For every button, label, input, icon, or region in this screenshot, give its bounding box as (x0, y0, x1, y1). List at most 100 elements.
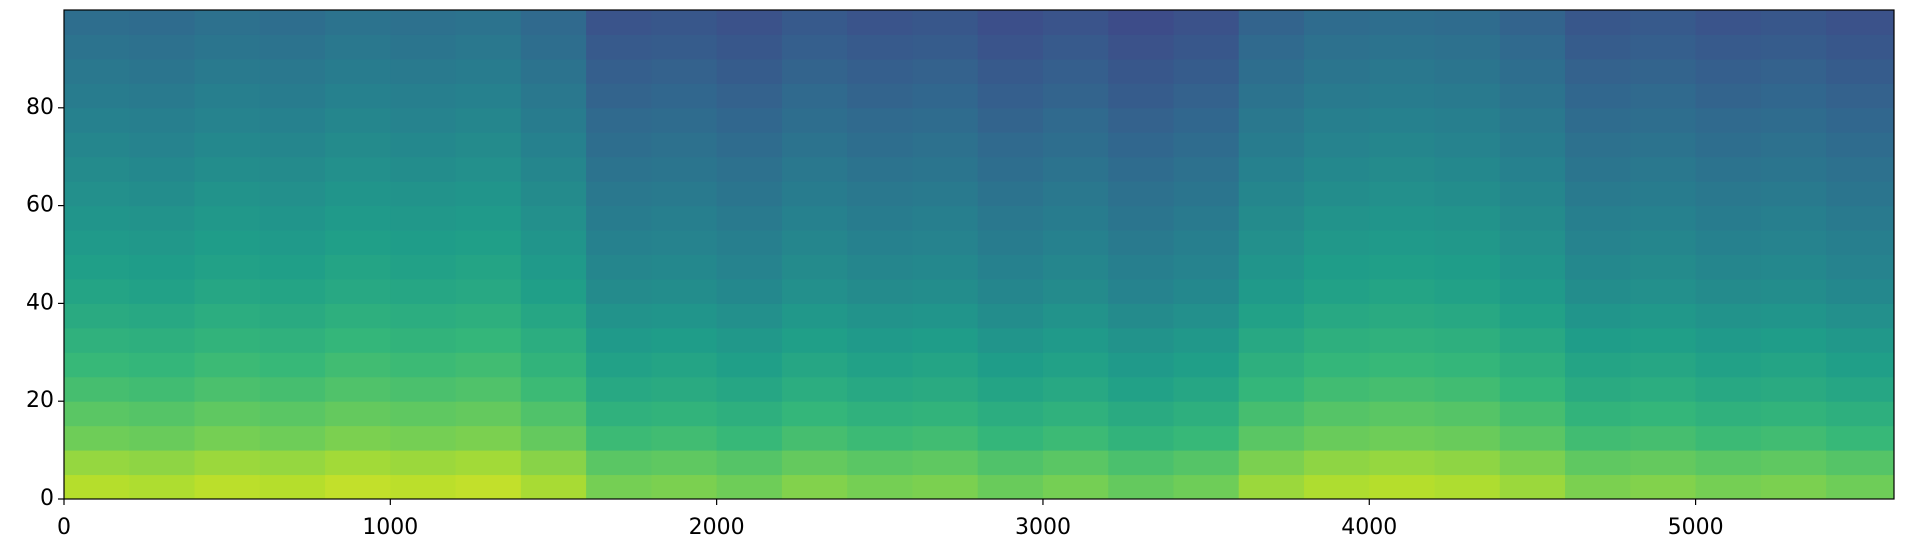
heatmap-cell (1695, 58, 1762, 84)
heatmap-cell (1173, 181, 1240, 207)
heatmap-cell (1238, 10, 1305, 35)
heatmap-cell (520, 474, 587, 500)
heatmap-cell (1042, 254, 1109, 280)
heatmap-cell (390, 132, 457, 158)
heatmap-cell (651, 230, 718, 255)
heatmap-cell (1760, 156, 1827, 182)
heatmap-cell (390, 83, 457, 109)
heatmap-cell (716, 425, 783, 451)
heatmap-cell (1238, 425, 1305, 451)
heatmap-cell (847, 230, 913, 255)
heatmap-cell (1369, 327, 1436, 353)
heatmap-cell (1499, 230, 1566, 255)
heatmap-cell (129, 83, 196, 109)
heatmap-cell (781, 401, 848, 427)
heatmap-cell (847, 10, 913, 35)
heatmap-cell (325, 230, 391, 255)
heatmap-cell (1695, 278, 1762, 304)
heatmap-cell (1499, 303, 1566, 329)
heatmap-cell (1630, 10, 1697, 35)
heatmap-cell (259, 34, 326, 60)
heatmap-cell (259, 327, 326, 353)
y-tick-label: 80 (26, 95, 54, 120)
heatmap-cell (781, 303, 848, 329)
heatmap-cell (1760, 401, 1827, 427)
heatmap-cell (1826, 156, 1895, 182)
heatmap-cell (716, 278, 783, 304)
heatmap-cell (847, 474, 913, 500)
heatmap-cell (977, 327, 1044, 353)
heatmap-cell (1042, 107, 1109, 133)
heatmap-cell (586, 352, 652, 378)
heatmap-cell (1630, 425, 1697, 451)
heatmap-cell (64, 401, 130, 427)
heatmap-cell (129, 278, 196, 304)
heatmap-cell (1173, 58, 1240, 84)
heatmap-cell (1434, 352, 1501, 378)
heatmap-cell (1760, 254, 1827, 280)
heatmap-cell (1304, 58, 1370, 84)
heatmap-cell (586, 230, 652, 255)
heatmap-cell (1760, 132, 1827, 158)
heatmap-cell (781, 230, 848, 255)
heatmap-cell (586, 205, 652, 231)
heatmap-cell (781, 327, 848, 353)
heatmap-cell (977, 58, 1044, 84)
heatmap-cell (1434, 132, 1501, 158)
heatmap-cell (1434, 181, 1501, 207)
heatmap-cell (259, 401, 326, 427)
heatmap-cell (64, 352, 130, 378)
heatmap-cell (586, 254, 652, 280)
heatmap-cell (520, 58, 587, 84)
heatmap-cell (1173, 107, 1240, 133)
heatmap-cell (520, 205, 587, 231)
heatmap-cell (520, 181, 587, 207)
heatmap-cell (455, 376, 522, 402)
heatmap-cell (1108, 230, 1174, 255)
heatmap-cell (1695, 303, 1762, 329)
heatmap-cell (912, 107, 979, 133)
heatmap-cell (1238, 278, 1305, 304)
heatmap-cell (1565, 34, 1631, 60)
heatmap-cell (1434, 83, 1501, 109)
heatmap-cell (325, 278, 391, 304)
heatmap-cell (847, 450, 913, 476)
heatmap-cell (1499, 58, 1566, 84)
heatmap-cell (781, 107, 848, 133)
heatmap-cell (586, 303, 652, 329)
heatmap-cell (194, 83, 261, 109)
heatmap-cell (716, 327, 783, 353)
heatmap-cell (325, 58, 391, 84)
heatmap-cell (781, 181, 848, 207)
heatmap-cell (1630, 58, 1697, 84)
heatmap-cell (651, 156, 718, 182)
heatmap-cell (325, 327, 391, 353)
heatmap-cell (455, 107, 522, 133)
heatmap-cell (586, 450, 652, 476)
heatmap-cell (1826, 205, 1895, 231)
heatmap-cell (1238, 376, 1305, 402)
heatmap-cell (64, 376, 130, 402)
heatmap-cell (1304, 401, 1370, 427)
heatmap-cell (194, 401, 261, 427)
heatmap-cell (129, 303, 196, 329)
heatmap-cell (1695, 327, 1762, 353)
heatmap-cell (1434, 107, 1501, 133)
heatmap-cell (1760, 107, 1827, 133)
heatmap-cell (977, 376, 1044, 402)
heatmap-cell (1565, 107, 1631, 133)
heatmap-cell (259, 132, 326, 158)
heatmap-cell (1369, 254, 1436, 280)
heatmap-cell (977, 425, 1044, 451)
y-tick-label: 40 (26, 290, 54, 315)
heatmap-cell (1565, 10, 1631, 35)
heatmap-cell (259, 156, 326, 182)
heatmap-cell (977, 401, 1044, 427)
heatmap-cell (1108, 254, 1174, 280)
heatmap-cell (912, 352, 979, 378)
heatmap-cell (847, 132, 913, 158)
heatmap-cell (912, 474, 979, 500)
heatmap-cell (1630, 474, 1697, 500)
heatmap-cell (1630, 83, 1697, 109)
heatmap-cell (1304, 132, 1370, 158)
